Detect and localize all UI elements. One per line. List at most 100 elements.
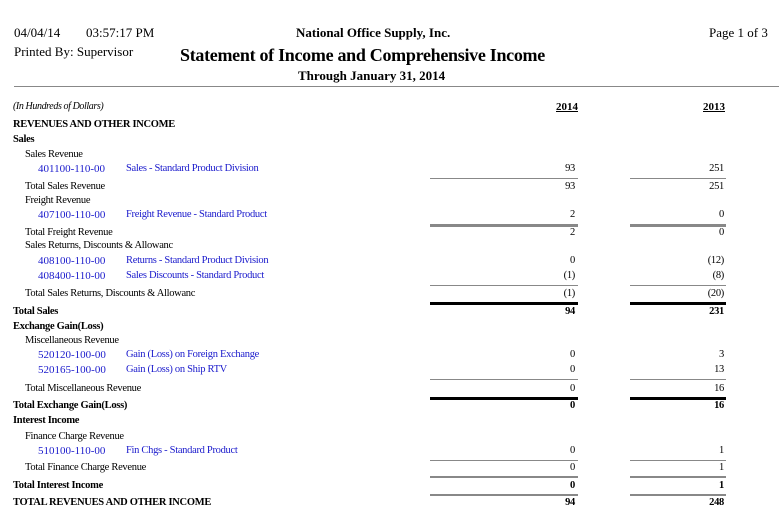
row-total: Total Finance Charge Revenue 0 1 [0,461,779,475]
total-rule [430,285,578,286]
row-heading: Exchange Gain(Loss) [0,320,779,334]
total-rule [430,397,578,400]
row-label: Exchange Gain(Loss) [13,321,104,332]
row-heading: Sales [0,133,779,147]
value-2013: (20) [707,288,725,299]
total-rule [630,460,726,461]
value-2014: 93 [565,163,575,174]
column-header-2014: 2014 [556,101,578,113]
value-2014: 93 [565,181,575,192]
value-2014: 2 [570,209,575,220]
account-name[interactable]: Freight Revenue - Standard Product [126,209,267,220]
row-heading: Interest Income [0,414,779,428]
value-2013: (8) [712,270,725,281]
value-2013: 13 [714,364,724,375]
value-2013: 1 [719,462,724,473]
row-total: Total Sales Returns, Discounts & Allowan… [0,287,779,301]
row-account[interactable]: 510100-110-00 Fin Chgs - Standard Product… [0,444,779,458]
value-2014: 0 [570,364,575,375]
row-sub: Finance Charge Revenue [0,430,779,444]
total-rule [630,224,726,227]
account-code[interactable]: 520120-100-00 [38,349,106,361]
row-grand: Total Exchange Gain(Loss) 0 16 [0,399,779,413]
total-rule [430,494,578,496]
row-account[interactable]: 520120-100-00 Gain (Loss) on Foreign Exch… [0,348,779,362]
account-name[interactable]: Sales - Standard Product Division [126,163,259,174]
page-number: Page 1 of 3 [709,25,768,40]
value-2013: 16 [714,400,724,411]
total-rule [430,476,578,478]
row-total: Total Miscellaneous Revenue 0 16 [0,382,779,396]
row-label: REVENUES AND OTHER INCOME [13,119,175,130]
value-2014: 0 [570,383,575,394]
value-2014: 2 [570,227,575,238]
report-title: Statement of Income and Comprehensive In… [180,45,545,65]
total-rule [630,379,726,380]
row-label: Finance Charge Revenue [25,431,124,442]
value-2013: 251 [709,181,724,192]
value-2013: 251 [709,163,724,174]
value-2013: 3 [719,349,724,360]
account-name[interactable]: Gain (Loss) on Foreign Exchange [126,349,259,360]
value-2014: 0 [570,445,575,456]
row-label: Total Miscellaneous Revenue [25,383,141,394]
value-2013: 231 [709,306,724,317]
total-rule [630,476,726,478]
account-name[interactable]: Gain (Loss) on Ship RTV [126,364,227,375]
row-label: Freight Revenue [25,195,91,206]
value-2014: (1) [563,270,576,281]
row-label: Total Freight Revenue [25,227,113,238]
row-label: Miscellaneous Revenue [25,335,119,346]
value-2014: 94 [565,306,575,317]
row-label: Total Exchange Gain(Loss) [13,400,128,411]
account-code[interactable]: 520165-100-00 [38,364,106,376]
row-label: Total Interest Income [13,480,103,491]
value-2014: (1) [563,288,576,299]
row-grand: Total Interest Income 0 1 [0,479,779,493]
row-account[interactable]: 408100-110-00 Returns - Standard Product … [0,254,779,268]
row-account[interactable]: 520165-100-00 Gain (Loss) on Ship RTV 0 13 [0,363,779,377]
printed-by: Printed By: Supervisor [14,44,134,59]
value-2013: 0 [719,227,724,238]
print-date: 04/04/14 [14,25,61,40]
account-name[interactable]: Returns - Standard Product Division [126,255,269,266]
account-code[interactable]: 408400-110-00 [38,270,106,282]
units-note: (In Hundreds of Dollars) [13,101,104,112]
row-label: Total Sales Revenue [25,181,105,192]
account-code[interactable]: 510100-110-00 [38,445,106,457]
row-label: Total Finance Charge Revenue [25,462,147,473]
row-label: Total Sales [13,306,59,317]
total-rule [630,178,726,179]
column-header-2013: 2013 [703,101,725,113]
row-sub: Sales Revenue [0,148,779,162]
value-2014: 0 [570,255,575,266]
company-name: National Office Supply, Inc. [296,25,451,40]
account-code[interactable]: 401100-110-00 [38,163,106,175]
total-rule [630,494,726,496]
total-rule [430,302,578,305]
account-code[interactable]: 408100-110-00 [38,255,106,267]
row-grand: Total Sales 94 231 [0,305,779,319]
row-label: Interest Income [13,415,80,426]
value-2014: 0 [570,462,575,473]
row-label: Sales Revenue [25,149,83,160]
value-2013: 1 [719,445,724,456]
row-account[interactable]: 407100-110-00 Freight Revenue - Standard … [0,208,779,222]
value-2014: 94 [565,497,575,508]
total-rule [630,285,726,286]
value-2013: (12) [707,255,725,266]
total-rule [630,302,726,305]
account-code[interactable]: 407100-110-00 [38,209,106,221]
account-name[interactable]: Sales Discounts - Standard Product [126,270,264,281]
value-2013: 1 [719,480,724,491]
row-account[interactable]: 401100-110-00 Sales - Standard Product Di… [0,162,779,176]
account-name[interactable]: Fin Chgs - Standard Product [126,445,238,456]
row-account[interactable]: 408400-110-00 Sales Discounts - Standard … [0,269,779,283]
value-2014: 0 [570,400,575,411]
print-time: 03:57:17 PM [86,25,155,40]
total-rule [430,178,578,179]
row-label: Total Sales Returns, Discounts & Allowan… [25,288,196,299]
report-period: Through January 31, 2014 [298,68,446,83]
total-rule [430,224,578,227]
